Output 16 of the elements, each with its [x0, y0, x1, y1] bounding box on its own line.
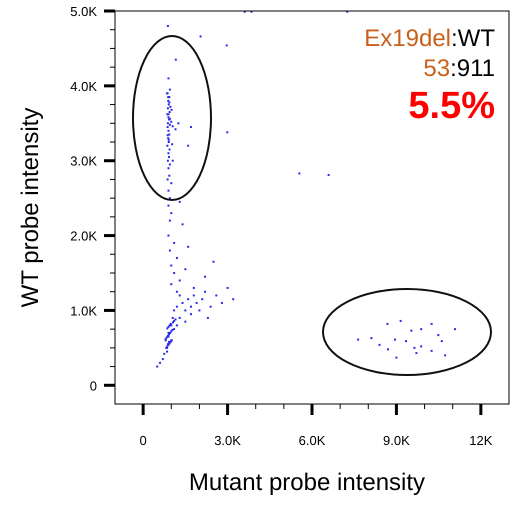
x-tick-label: 6.0K	[298, 433, 326, 448]
y-tick-label: 1.0K	[70, 303, 98, 318]
x-tick-label: 12K	[469, 433, 493, 448]
x-tick-label: 3.0K	[214, 433, 242, 448]
annotation: 5.5%	[408, 85, 495, 127]
x-tick-label: 9.0K	[383, 433, 410, 448]
y-tick-label: 0	[90, 378, 97, 394]
x-tick-label: 0	[140, 433, 147, 448]
annotation: Ex19del:WT	[364, 25, 496, 52]
y-tick-label: 4.0K	[70, 78, 98, 94]
x-axis-title: Mutant probe intensity	[188, 469, 426, 496]
y-axis-title: WT probe intensity	[17, 108, 44, 308]
y-tick-label: 2.0K	[70, 228, 98, 244]
annotation: 53:911	[423, 55, 495, 82]
y-tick-label: 5.0K	[70, 4, 98, 19]
y-tick-label: 3.0K	[70, 154, 98, 169]
